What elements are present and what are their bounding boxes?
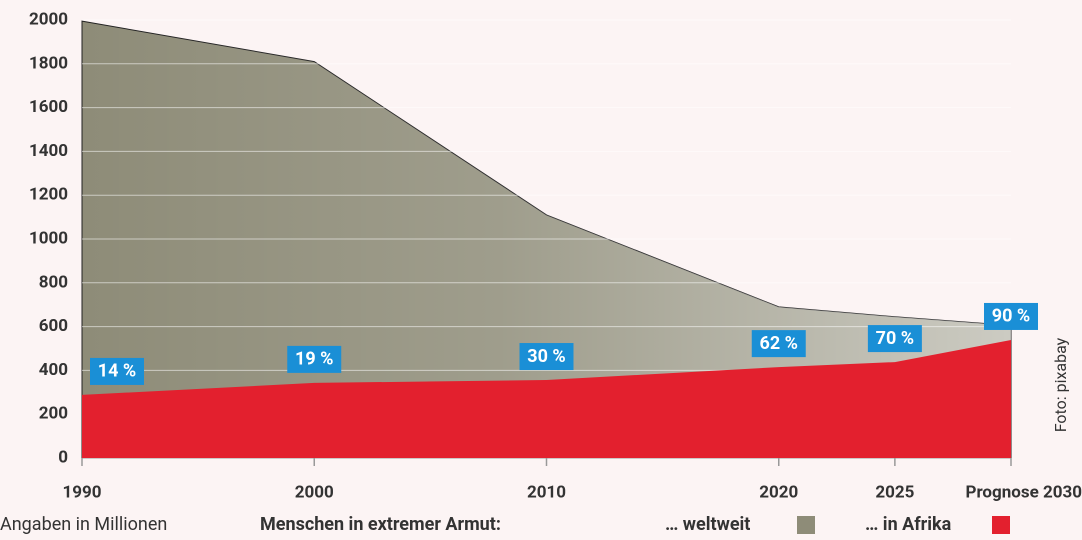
x-tick-label: 1990 (62, 482, 101, 502)
y-tick-label: 600 (39, 316, 68, 336)
annotation: 19 % (295, 349, 333, 370)
y-tick-label: 1200 (29, 185, 68, 205)
plot (81, 19, 1012, 459)
credit: Foto: pixabay (1051, 337, 1070, 432)
annotation-box (867, 325, 922, 353)
y-tick-label: 1600 (29, 97, 68, 117)
area (82, 339, 1011, 458)
legend-label: … in Afrika (865, 514, 952, 535)
y-tick-label: 1400 (29, 141, 68, 161)
x-tick-label: 2020 (759, 482, 798, 502)
legend-swatch (992, 516, 1010, 534)
legend-swatch (797, 516, 815, 534)
legend-title: Menschen in extremer Armut: (260, 514, 501, 535)
x-tick-label: 2000 (295, 482, 334, 502)
y-tick-label: 200 (39, 404, 68, 424)
y-tick-label: 2000 (29, 9, 68, 29)
y-tick-label: 0 (58, 447, 68, 467)
y-tick-label: 400 (39, 360, 68, 380)
annotation: 70 % (876, 328, 914, 349)
unit-note: Angaben in Millionen (0, 514, 167, 535)
y-tick-label: 1800 (29, 53, 68, 73)
annotation: 90 % (992, 306, 1030, 327)
annotation-box (751, 330, 806, 358)
annotation: 62 % (760, 333, 798, 354)
x-tick-label: Prognose 2030 (965, 482, 1082, 502)
annotation-box (287, 345, 342, 373)
x-tick-label: 2025 (875, 482, 914, 502)
annotation: 30 % (527, 346, 565, 367)
annotation-box (90, 357, 144, 385)
annotation: 14 % (98, 361, 136, 382)
y-tick-label: 1000 (29, 228, 68, 248)
legend-label: … weltweit (665, 514, 750, 535)
y-tick-label: 800 (39, 272, 68, 292)
annotation-box (984, 302, 1038, 330)
x-tick-label: 2010 (527, 482, 566, 502)
annotation-box (519, 343, 574, 371)
